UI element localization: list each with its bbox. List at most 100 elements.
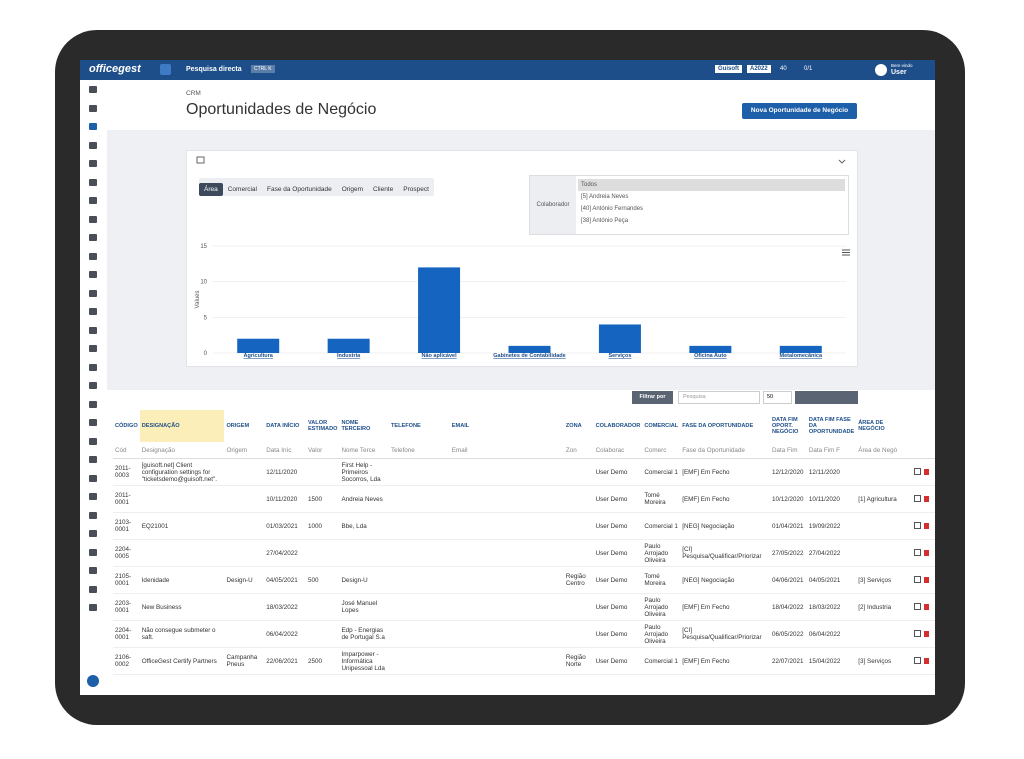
delete-icon[interactable]	[924, 576, 930, 583]
sidebar-icon[interactable]	[89, 234, 97, 241]
column-filter[interactable]: Área de Negó	[856, 442, 913, 459]
column-header[interactable]: DATA FIM OPORT. NEGÓCIO	[771, 417, 799, 435]
column-filter[interactable]: Data Fim	[769, 442, 807, 459]
delete-icon[interactable]	[924, 657, 930, 664]
delete-icon[interactable]	[924, 549, 930, 556]
chart-menu[interactable]	[842, 249, 850, 256]
column-header[interactable]: FASE DA OPORTUNIDADE	[682, 423, 754, 429]
edit-icon[interactable]	[914, 575, 922, 583]
collaborator-option[interactable]: [38] António Peça	[581, 218, 629, 224]
sidebar-icon[interactable]	[89, 178, 97, 186]
sidebar-icon[interactable]	[89, 326, 97, 334]
sidebar-icon[interactable]	[89, 160, 97, 167]
user-name[interactable]: User	[891, 69, 907, 76]
tab[interactable]: Prospect	[403, 186, 429, 193]
sidebar-icon[interactable]	[89, 308, 97, 315]
sidebar-icon[interactable]	[89, 345, 97, 352]
menu-button[interactable]	[160, 64, 171, 75]
edit-icon[interactable]	[914, 656, 922, 664]
sidebar-icon[interactable]	[89, 363, 97, 371]
sidebar-icon[interactable]	[89, 437, 97, 445]
tab[interactable]: Comercial	[227, 186, 257, 193]
new-button[interactable]: Nova Oportunidade de Negócio	[742, 103, 857, 119]
delete-icon[interactable]	[924, 603, 930, 610]
column-header[interactable]: ÁREA DE NEGÓCIO	[858, 420, 885, 432]
sidebar-icon[interactable]	[89, 419, 97, 426]
count[interactable]: 40	[780, 66, 787, 72]
delete-icon[interactable]	[924, 630, 930, 637]
tab[interactable]: Cliente	[373, 186, 394, 193]
sidebar-icon[interactable]	[89, 474, 97, 482]
column-filter[interactable]: Zon	[563, 442, 594, 459]
sidebar-icon[interactable]	[89, 456, 97, 463]
column-filter[interactable]: Data Iníc	[264, 442, 306, 459]
column-header[interactable]: DATA INÍCIO	[266, 423, 300, 429]
sidebar-icon[interactable]	[89, 141, 97, 149]
edit-icon[interactable]	[914, 494, 922, 502]
column-filter[interactable]: Nome Terce	[339, 442, 389, 459]
search-input[interactable]: Pesquisa	[678, 391, 760, 404]
export-buttons[interactable]	[795, 391, 858, 404]
column-filter[interactable]: Colaborac	[593, 442, 643, 459]
sidebar-icon[interactable]	[89, 493, 97, 500]
sidebar-icon[interactable]	[89, 123, 97, 130]
delete-icon[interactable]	[924, 522, 930, 529]
filter-button[interactable]: Filtrar por	[632, 391, 673, 404]
column-filter[interactable]: Comerc	[642, 442, 681, 459]
column-header[interactable]: TELEFONE	[390, 423, 421, 429]
column-filter[interactable]: Email	[449, 442, 564, 459]
collaborator-option[interactable]: Todos	[578, 179, 845, 191]
sidebar-icon[interactable]	[89, 585, 97, 593]
edit-icon[interactable]	[914, 548, 922, 556]
column-header[interactable]: VALOR ESTIMADO	[307, 420, 338, 432]
sidebar-icon[interactable]	[89, 382, 97, 389]
collaborator-option[interactable]: [40] António Fernandes	[581, 206, 644, 212]
sidebar-icon[interactable]	[89, 567, 97, 574]
sidebar-icon[interactable]	[89, 289, 97, 297]
sidebar-icon[interactable]	[89, 511, 97, 519]
column-header[interactable]: COLABORADOR	[595, 423, 641, 429]
column-filter[interactable]: Cód	[113, 442, 140, 459]
tab[interactable]: Área	[199, 183, 223, 196]
sidebar-icon[interactable]	[89, 271, 97, 278]
breadcrumb[interactable]: CRM	[186, 90, 201, 97]
column-header[interactable]: COMERCIAL	[644, 423, 679, 429]
edit-icon[interactable]	[914, 467, 922, 475]
delete-icon[interactable]	[924, 468, 930, 475]
column-header[interactable]: DATA FIM FASE DA OPORTUNIDADE	[808, 417, 855, 435]
column-header[interactable]: DESIGNAÇÃO	[139, 410, 225, 442]
ratio[interactable]: 0/1	[804, 66, 813, 72]
sidebar-icon[interactable]	[89, 197, 97, 204]
column-header[interactable]: NOME TERCEIRO	[341, 420, 371, 432]
sidebar-icon[interactable]	[89, 604, 97, 611]
column-filter[interactable]: Telefone	[388, 442, 450, 459]
collapse-chevron[interactable]	[838, 159, 846, 164]
page-size[interactable]: 50	[763, 391, 792, 404]
year-badge[interactable]: A2022	[747, 65, 771, 73]
collaborator-option[interactable]: [5] Andreia Neves	[581, 194, 629, 200]
column-filter[interactable]: Data Fim F	[806, 442, 857, 459]
column-filter[interactable]: Designação	[139, 442, 225, 459]
edit-icon[interactable]	[914, 629, 922, 637]
sidebar-icon[interactable]	[89, 215, 97, 223]
tab[interactable]: Origem	[341, 186, 363, 193]
sidebar-icon[interactable]	[89, 252, 97, 260]
edit-icon[interactable]	[914, 602, 922, 610]
sidebar-icon[interactable]	[89, 400, 97, 408]
company-badge[interactable]: Guisoft	[715, 65, 742, 73]
column-header[interactable]: ORIGEM	[226, 423, 250, 429]
sidebar-icon[interactable]	[89, 104, 97, 112]
column-header[interactable]: CÓDIGO	[115, 423, 138, 429]
tab[interactable]: Fase da Oportunidade	[267, 186, 332, 193]
column-filter[interactable]: Fase da Oportunidade	[680, 442, 770, 459]
edit-icon[interactable]	[914, 521, 922, 529]
column-filter[interactable]: Valor	[305, 442, 340, 459]
column-header[interactable]: ZONA	[565, 423, 582, 429]
sidebar-icon[interactable]	[89, 530, 97, 537]
sidebar-icon[interactable]	[89, 548, 97, 556]
sidebar-icon[interactable]	[89, 86, 97, 93]
delete-icon[interactable]	[924, 495, 930, 502]
search-link[interactable]: Pesquisa directa	[186, 66, 242, 73]
column-filter[interactable]: Origem	[224, 442, 265, 459]
avatar[interactable]	[875, 64, 887, 76]
